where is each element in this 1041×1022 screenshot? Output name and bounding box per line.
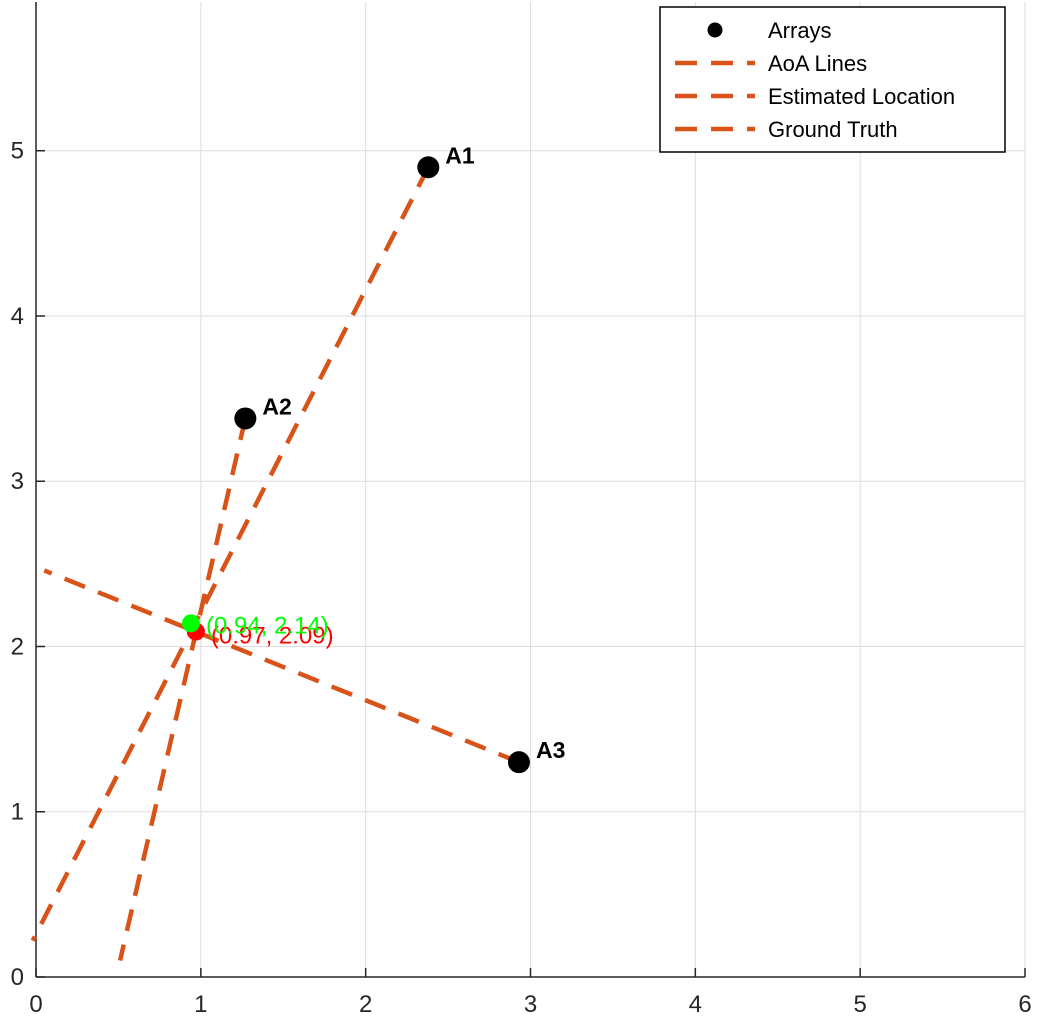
legend-label: Ground Truth <box>768 117 898 142</box>
y-tick-label: 0 <box>11 964 24 991</box>
aoa-line-a3 <box>43 568 520 765</box>
y-tick-label: 4 <box>11 303 24 330</box>
y-tick-label: 2 <box>11 633 24 660</box>
x-tick-label: 4 <box>689 991 702 1018</box>
legend: Arrays AoA Lines Estimated Location Ground … <box>659 6 1006 153</box>
ground-truth-label: (0.94, 2.14) <box>206 612 329 639</box>
array-marker-a1 <box>417 156 440 179</box>
x-tick-label: 5 <box>853 991 866 1018</box>
array-marker-a2 <box>234 407 257 430</box>
grid-layer <box>36 2 1026 977</box>
array-label-a1: A1 <box>445 142 475 168</box>
legend-label: AoA Lines <box>768 51 867 76</box>
x-tick-label: 1 <box>194 991 207 1018</box>
points-layer <box>181 156 530 774</box>
ground-truth-marker <box>181 614 200 633</box>
labels-layer: A1 A2 A3 (0.97, 2.09)(0.94, 2.14) <box>206 142 565 763</box>
aoa-line-a2 <box>117 417 248 961</box>
array-marker-a3 <box>507 751 530 774</box>
y-tick-label: 5 <box>11 138 24 165</box>
axes-layer: 0 1 2 3 4 5 6 0 1 2 3 4 5 <box>11 2 1032 1018</box>
aoa-lines-layer <box>30 166 520 961</box>
x-tick-label: 6 <box>1018 991 1031 1018</box>
estimated-location-label: (0.97, 2.09) <box>211 623 334 650</box>
legend-label: Estimated Location <box>768 84 955 109</box>
aoa-line-a1 <box>30 166 431 942</box>
x-tick-label: 2 <box>359 991 372 1018</box>
y-tick-label: 1 <box>11 799 24 826</box>
x-tick-label: 3 <box>524 991 537 1018</box>
legend-label: Arrays <box>768 18 832 43</box>
y-tick-label: 3 <box>11 468 24 495</box>
array-label-a3: A3 <box>536 737 565 763</box>
x-tick-label: 0 <box>29 991 42 1018</box>
legend-dot-icon <box>707 22 723 38</box>
array-label-a2: A2 <box>262 393 291 419</box>
